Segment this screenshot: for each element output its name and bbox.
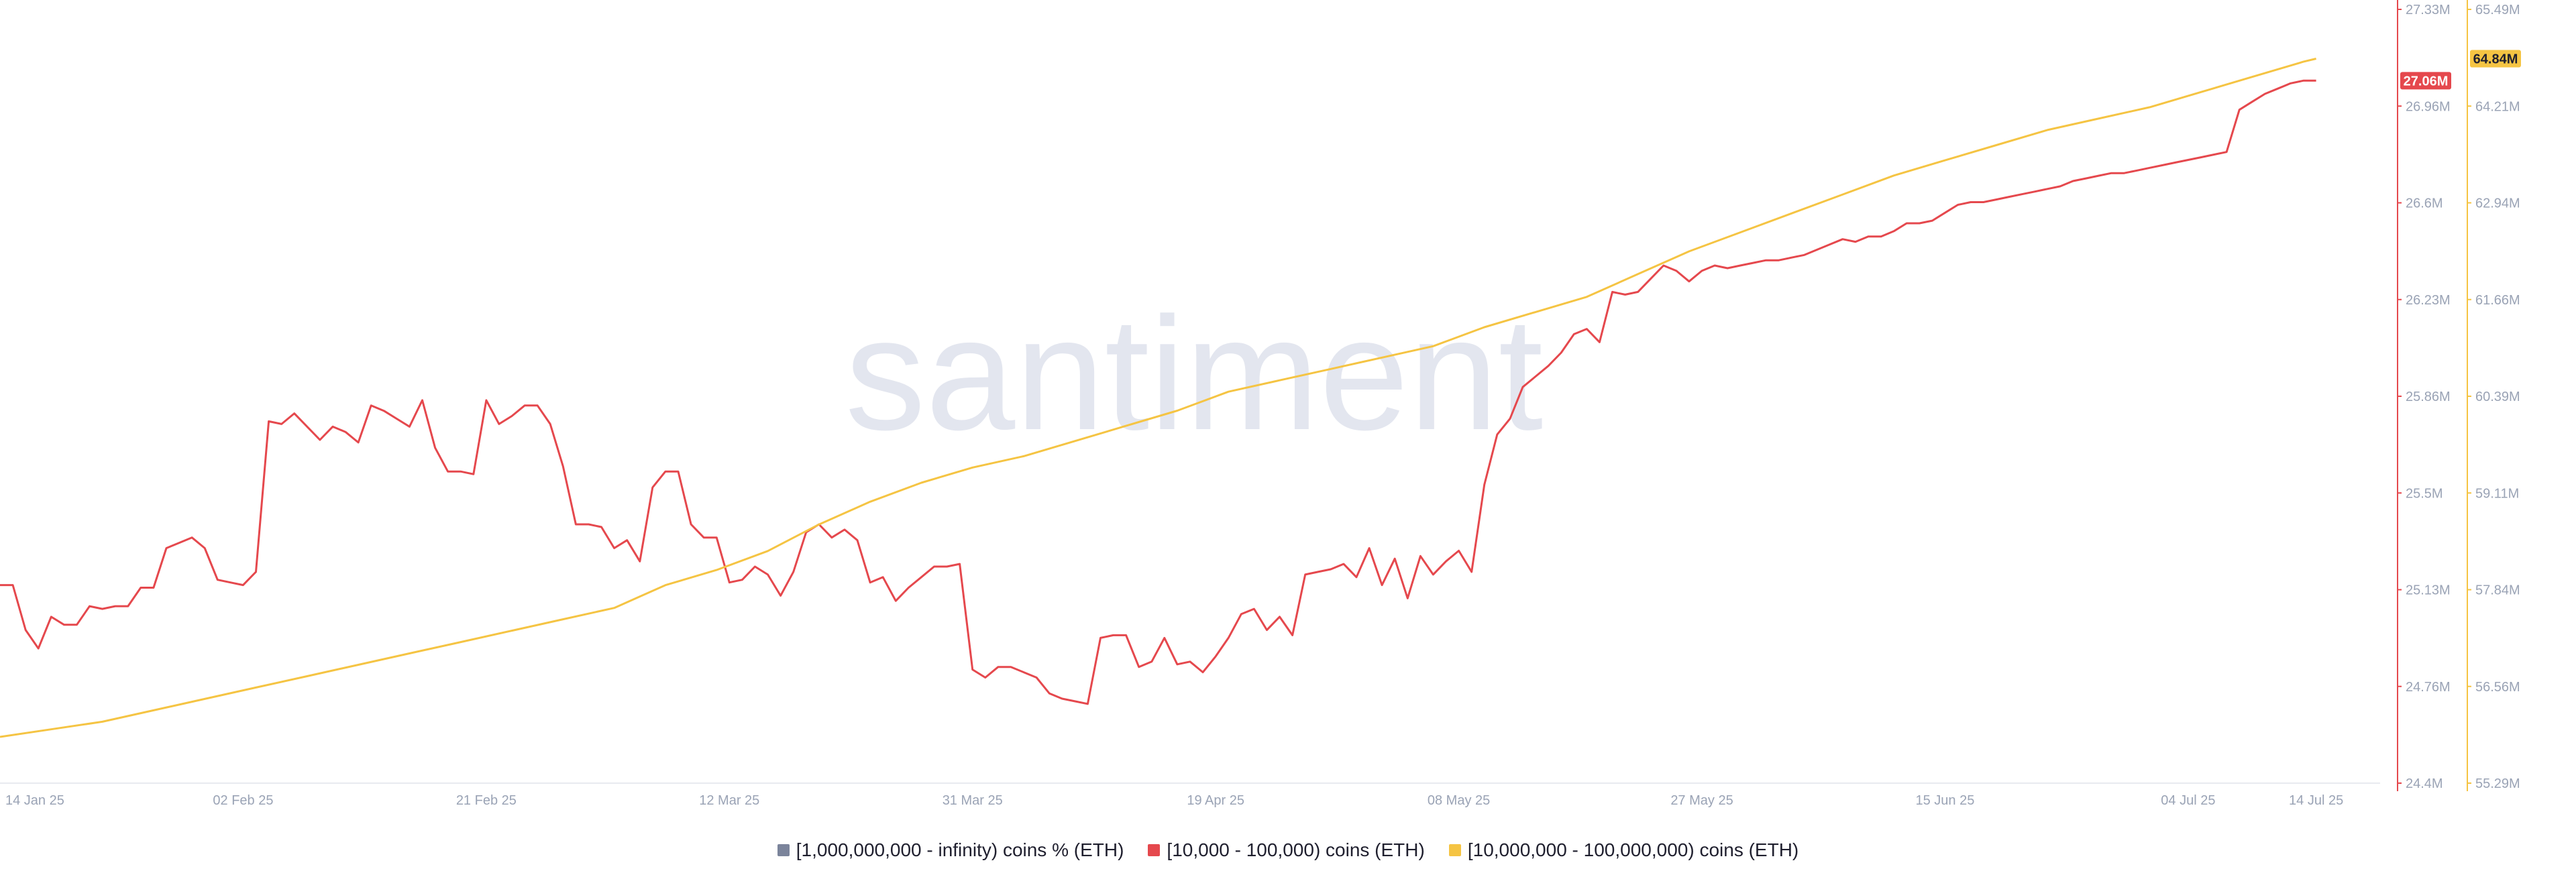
x-tick-label: 14 Jan 25 (5, 793, 64, 808)
y-tick-label: 25.86M (2406, 390, 2451, 404)
y-tick-label: 61.66M (2475, 293, 2520, 308)
legend-label: [1,000,000,000 - infinity) coins % (ETH) (796, 839, 1124, 860)
y-tick-label: 59.11M (2475, 486, 2519, 501)
y-tick-label: 27.33M (2406, 3, 2451, 17)
current-value-label-yellow: 64.84M (2473, 52, 2518, 67)
series-line-red (0, 79, 2316, 705)
x-tick-label: 21 Feb 25 (456, 793, 517, 808)
x-tick-label: 08 May 25 (1428, 793, 1490, 808)
series-line-yellow (0, 58, 2316, 738)
legend-label: [10,000 - 100,000) coins (ETH) (1167, 839, 1425, 860)
x-tick-label: 19 Apr 25 (1187, 793, 1244, 808)
x-tick-label: 31 Mar 25 (943, 793, 1003, 808)
legend-swatch-red (1148, 844, 1161, 856)
y-axis-red: 27.33M 26.96M 26.6M 26.23M 25.86M 25.5M 25.13M… (2397, 0, 2451, 791)
y-tick-label: 60.39M (2475, 390, 2520, 404)
y-tick-label: 24.76M (2406, 680, 2451, 695)
x-axis: 14 Jan 25 02 Feb 25 21 Feb 25 12 Mar 25 31 M… (0, 782, 2380, 808)
y-tick-label: 65.49M (2475, 3, 2520, 17)
current-value-label-red: 27.06M (2404, 74, 2449, 89)
x-tick-label: 04 Jul 25 (2161, 793, 2215, 808)
y-axis-yellow: 65.49M 64.21M 62.94M 61.66M 60.39M 59.11M 57.8… (2467, 0, 2521, 791)
x-tick-label: 14 Jul 25 (2289, 793, 2343, 808)
watermark: santiment (845, 284, 1544, 463)
legend-item-10m-100m[interactable]: [10,000,000 - 100,000,000) coins (ETH) (1448, 839, 1799, 861)
x-tick-label: 02 Feb 25 (213, 793, 273, 808)
current-value-badge-red (2400, 72, 2451, 90)
legend-swatch-gray (777, 844, 790, 856)
y-tick-label: 24.4M (2406, 776, 2443, 791)
y-tick-label: 62.94M (2475, 196, 2520, 211)
y-tick-label: 55.29M (2475, 776, 2520, 791)
x-tick-label: 27 May 25 (1670, 793, 1733, 808)
legend-swatch-yellow (1448, 844, 1461, 856)
y-tick-label: 26.6M (2406, 196, 2443, 211)
y-tick-label: 25.5M (2406, 486, 2443, 501)
y-tick-label: 57.84M (2475, 583, 2520, 598)
legend: [1,000,000,000 - infinity) coins % (ETH)… (0, 837, 2576, 864)
x-tick-label: 12 Mar 25 (699, 793, 759, 808)
y-tick-label: 64.21M (2475, 99, 2520, 114)
legend-item-10k-100k[interactable]: [10,000 - 100,000) coins (ETH) (1148, 839, 1425, 861)
y-tick-label: 26.23M (2406, 293, 2451, 308)
legend-label: [10,000,000 - 100,000,000) coins (ETH) (1467, 839, 1799, 860)
series-layer (0, 58, 2316, 738)
y-tick-label: 26.96M (2406, 99, 2451, 114)
legend-item-billion-plus[interactable]: [1,000,000,000 - infinity) coins % (ETH) (777, 839, 1124, 861)
y-tick-label: 25.13M (2406, 583, 2451, 598)
y-tick-label: 56.56M (2475, 680, 2520, 695)
x-tick-label: 15 Jun 25 (1916, 793, 1975, 808)
current-value-badge-yellow (2470, 50, 2521, 68)
